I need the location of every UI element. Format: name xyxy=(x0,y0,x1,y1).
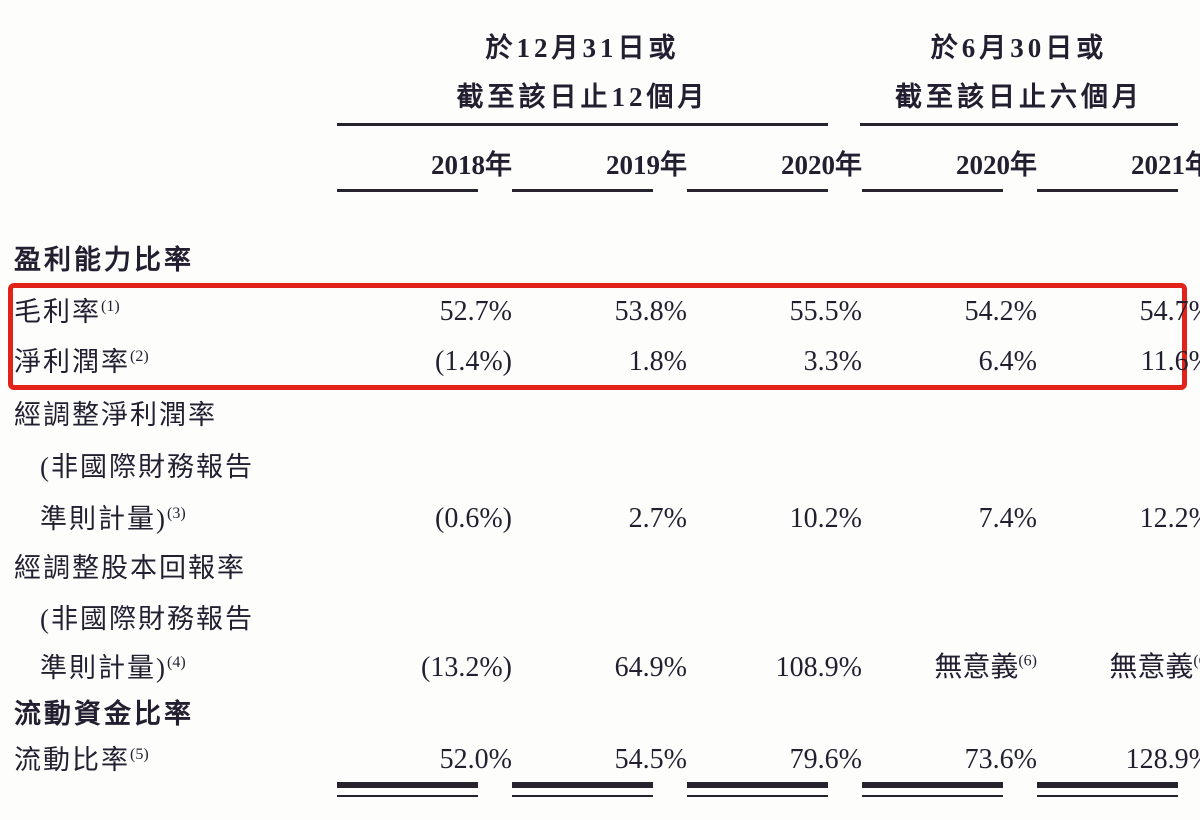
row-label: 流動比率(5) xyxy=(14,745,149,775)
table-row-adj-net-margin-line2: (非國際財務報告 xyxy=(0,450,1192,484)
row-label: 經調整股本回報率 xyxy=(14,553,246,583)
value-2021-interim: 54.7% xyxy=(1139,296,1200,327)
total-rule-thick-2 xyxy=(512,782,653,788)
value-2019: 54.5% xyxy=(614,744,687,775)
year-header-2021-interim: 2021年 xyxy=(1131,150,1200,180)
value-2020: 108.9% xyxy=(775,652,862,683)
highlight-box xyxy=(8,283,1187,390)
footnote-marker: (6) xyxy=(1018,652,1037,670)
period-header-jun30-line2: 截至該日止六個月 xyxy=(895,82,1143,112)
value-2019: 53.8% xyxy=(614,296,687,327)
total-rule-thin-1 xyxy=(337,795,478,797)
row-label: 經調整淨利潤率 xyxy=(14,400,217,430)
footnote-marker: (1) xyxy=(101,298,120,315)
footnote-marker: (6) xyxy=(1193,652,1200,670)
value-2020-interim: 7.4% xyxy=(978,503,1037,534)
table-row-adj-roe-values: 準則計量)(4) (13.2%) 64.9% 108.9% 無意義(6) 無意義… xyxy=(0,651,1200,685)
value-2018: (13.2%) xyxy=(421,652,512,683)
table-row-adj-net-margin-line1: 經調整淨利潤率 xyxy=(0,398,1192,432)
year-header-row: 2018年 2019年 2020年 2020年 2021年 xyxy=(0,148,1200,182)
footnote-marker: (2) xyxy=(130,348,149,365)
section-title: 流動資金比率 xyxy=(14,699,194,729)
total-rule-thick-4 xyxy=(862,782,1003,788)
group2-underline xyxy=(860,123,1178,126)
value-2018: 52.7% xyxy=(439,296,512,327)
value-2019: 64.9% xyxy=(614,652,687,683)
row-label: (非國際財務報告 xyxy=(40,604,254,634)
total-rule-thick-5 xyxy=(1037,782,1178,788)
row-label: 準則計量)(4) xyxy=(40,653,186,683)
value-2018: (1.4%) xyxy=(435,346,512,377)
total-rule-thick-3 xyxy=(687,782,828,788)
footnote-marker: (4) xyxy=(167,654,186,671)
year-underline-2 xyxy=(512,189,653,192)
year-underline-1 xyxy=(337,189,478,192)
table-row-adj-roe-line1: 經調整股本回報率 xyxy=(0,551,1192,585)
table-row-adj-roe-line2: (非國際財務報告 xyxy=(0,602,1192,636)
year-header-2019: 2019年 xyxy=(606,150,687,180)
year-header-spacer xyxy=(14,148,337,182)
year-underline-3 xyxy=(687,189,828,192)
total-rule-thick-1 xyxy=(337,782,478,788)
footnote-marker: (5) xyxy=(130,746,149,763)
total-rule-thin-3 xyxy=(687,795,828,797)
value-2021-interim: 128.9% xyxy=(1125,744,1200,775)
row-label: 毛利率(1) xyxy=(14,297,120,327)
total-rule-thin-4 xyxy=(862,795,1003,797)
value-2020: 3.3% xyxy=(803,346,862,377)
year-header-2020-interim: 2020年 xyxy=(956,150,1037,180)
total-rule-thin-5 xyxy=(1037,795,1178,797)
value-2020: 79.6% xyxy=(789,744,862,775)
table-row-net-margin: 淨利潤率(2) (1.4%) 1.8% 3.3% 6.4% 11.6% xyxy=(0,345,1200,379)
value-2021-interim: 無意義(6) xyxy=(1071,651,1200,685)
period-header-dec31-line2: 截至該日止12個月 xyxy=(456,82,709,112)
value-2021-interim: 12.2% xyxy=(1139,503,1200,534)
section-row-profitability: 盈利能力比率 xyxy=(0,243,1192,277)
year-underline-4 xyxy=(862,189,1003,192)
value-2018: (0.6%) xyxy=(435,503,512,534)
value-2020: 55.5% xyxy=(789,296,862,327)
section-title: 盈利能力比率 xyxy=(14,245,194,275)
value-2021-interim: 11.6% xyxy=(1140,346,1200,377)
row-label: 淨利潤率(2) xyxy=(14,347,149,377)
value-2020-interim: 54.2% xyxy=(964,296,1037,327)
year-header-2020: 2020年 xyxy=(781,150,862,180)
value-2020-interim: 6.4% xyxy=(978,346,1037,377)
table-row-adj-net-margin-values: 準則計量)(3) (0.6%) 2.7% 10.2% 7.4% 12.2% xyxy=(0,502,1200,536)
year-underline-5 xyxy=(1037,189,1178,192)
total-rule-thin-2 xyxy=(512,795,653,797)
table-row-current-ratio: 流動比率(5) 52.0% 54.5% 79.6% 73.6% 128.9% xyxy=(0,743,1200,777)
value-2019: 1.8% xyxy=(628,346,687,377)
row-label: (非國際財務報告 xyxy=(40,452,254,482)
value-2020: 10.2% xyxy=(789,503,862,534)
row-label: 準則計量)(3) xyxy=(40,504,186,534)
value-2019: 2.7% xyxy=(628,503,687,534)
year-header-2018: 2018年 xyxy=(431,150,512,180)
period-header-jun30-line1: 於6月30日或 xyxy=(930,33,1108,63)
value-2020-interim: 73.6% xyxy=(964,744,1037,775)
footnote-marker: (3) xyxy=(167,505,186,522)
table-row-gross-margin: 毛利率(1) 52.7% 53.8% 55.5% 54.2% 54.7% xyxy=(0,295,1200,329)
value-2018: 52.0% xyxy=(439,744,512,775)
section-row-liquidity: 流動資金比率 xyxy=(0,697,1192,731)
group1-underline xyxy=(337,123,828,126)
period-header-dec31-line1: 於12月31日或 xyxy=(485,33,680,63)
value-2020-interim: 無意義(6) xyxy=(934,652,1037,683)
